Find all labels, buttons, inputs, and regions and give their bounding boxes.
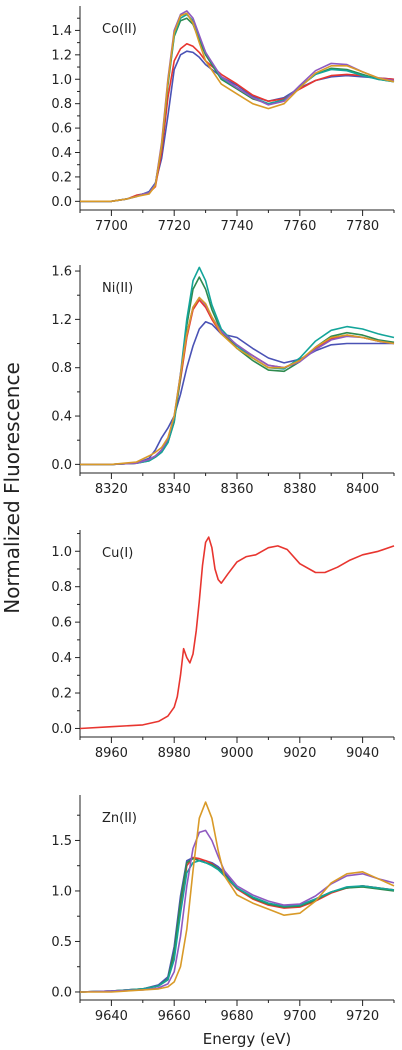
- x-tick-label: 8400: [346, 482, 379, 497]
- series-line-6: [80, 12, 395, 203]
- y-tick-label: 1.0: [51, 884, 72, 899]
- x-tick-label: 7780: [346, 219, 379, 234]
- y-tick-label: 0.2: [51, 687, 72, 702]
- series-line-5: [79, 829, 395, 993]
- x-tick-label: 7700: [95, 219, 128, 234]
- series-line-6: [80, 801, 395, 993]
- series-line-2: [80, 299, 395, 466]
- y-tick-label: 0.8: [51, 580, 72, 595]
- y-tick-label: 0.8: [51, 97, 72, 112]
- series-line-4: [79, 859, 395, 993]
- x-tick-label: 7740: [220, 219, 253, 234]
- series-line-4: [80, 13, 395, 203]
- y-tick-label: 0.6: [51, 122, 72, 137]
- x-tick-label: 9040: [346, 746, 379, 761]
- y-tick-label: 1.0: [51, 545, 72, 560]
- y-tick-label: 1.6: [51, 265, 72, 280]
- series-line-1: [80, 321, 394, 466]
- series-line-1: [79, 856, 395, 993]
- x-tick-label: 9680: [220, 1009, 253, 1024]
- y-tick-label: 0.8: [51, 361, 72, 376]
- series-line-6: [80, 296, 395, 466]
- panel-label: Cu(I): [102, 546, 133, 561]
- x-tick-label: 9000: [220, 746, 253, 761]
- panel-label: Zn(II): [102, 811, 137, 826]
- y-tick-label: 1.2: [51, 313, 72, 328]
- x-tick-label: 9640: [95, 1009, 128, 1024]
- y-tick-label: 0.5: [51, 935, 72, 950]
- series-line-3: [80, 276, 395, 466]
- x-tick-label: 8320: [95, 482, 128, 497]
- x-tick-label: 7720: [158, 219, 191, 234]
- panel-1: 0.0 0.2 0.4 0.6 0.8 1.0 1.2 1.4 7700 7720 7740 7760…: [51, 6, 395, 234]
- panel-4: 0.0 0.5 1.0 1.5 9640 9660 9680 9700 9720 Zn(II): [51, 795, 395, 1024]
- series-line-3: [80, 17, 395, 203]
- y-tick-label: 0.4: [51, 146, 72, 161]
- series-line-2: [80, 43, 395, 203]
- series-line-4: [80, 266, 395, 466]
- x-tick-label: 7760: [283, 219, 316, 234]
- panel-label: Co(II): [102, 22, 137, 37]
- x-tick-label: 9020: [283, 746, 316, 761]
- y-tick-label: 0.0: [51, 722, 72, 737]
- y-tick-label: 1.4: [51, 24, 72, 39]
- series-line-1: [79, 536, 395, 730]
- y-tick-label: 0.4: [51, 651, 72, 666]
- x-axis-title: Energy (eV): [203, 1030, 291, 1048]
- y-tick-label: 0.0: [51, 458, 72, 473]
- panel-label: Ni(II): [102, 281, 133, 296]
- x-tick-label: 9660: [158, 1009, 191, 1024]
- shared-y-axis-title: Normalized Fluorescence: [0, 362, 24, 614]
- x-tick-label: 8340: [158, 482, 191, 497]
- y-tick-label: 0.2: [51, 170, 72, 185]
- x-tick-label: 9720: [346, 1009, 379, 1024]
- x-tick-label: 8960: [95, 746, 128, 761]
- x-tick-label: 8380: [283, 482, 316, 497]
- x-tick-label: 8360: [220, 482, 253, 497]
- y-tick-label: 1.5: [51, 834, 72, 849]
- x-tick-label: 8980: [158, 746, 191, 761]
- y-tick-label: 1.2: [51, 48, 72, 63]
- y-tick-label: 1.0: [51, 73, 72, 88]
- series-line-2: [79, 856, 395, 993]
- y-tick-label: 0.6: [51, 616, 72, 631]
- series-line-5: [80, 296, 395, 466]
- panel-3: 0.0 0.2 0.4 0.6 0.8 1.0 8960 8980 9000 9020 9040 Cu…: [51, 530, 395, 761]
- y-tick-label: 0.0: [51, 985, 72, 1000]
- panel-2: 0.0 0.4 0.8 1.2 1.6 8320 8340 8360 8380 8400 Ni(II…: [51, 265, 395, 497]
- y-tick-label: 0.0: [51, 195, 72, 210]
- series-line-5: [80, 10, 395, 203]
- y-tick-label: 0.4: [51, 410, 72, 425]
- x-tick-label: 9700: [283, 1009, 316, 1024]
- series-line-3: [79, 857, 395, 993]
